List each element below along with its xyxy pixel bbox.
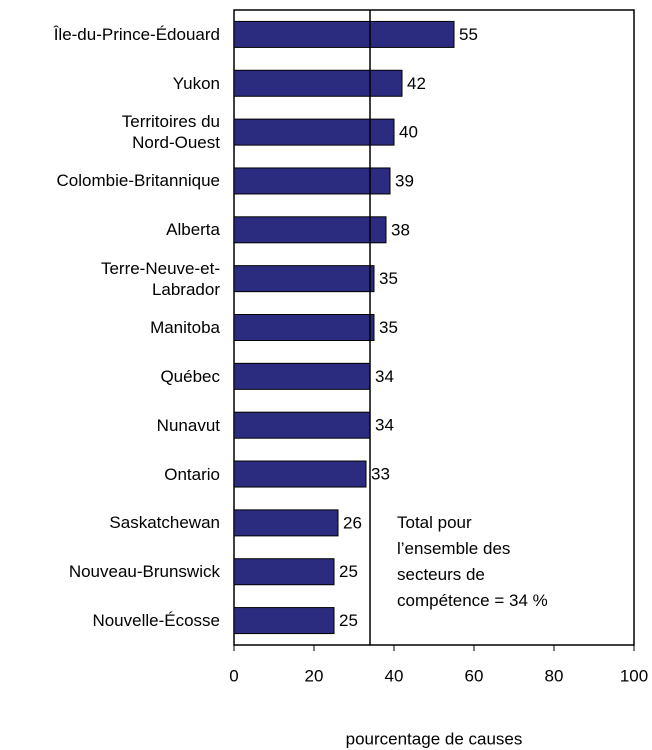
value-label: 34	[375, 367, 394, 386]
bar	[233, 314, 375, 341]
value-label: 38	[391, 220, 410, 239]
y-tick-label: Nunavut	[156, 415, 220, 435]
bar	[233, 558, 335, 586]
value-label: 35	[379, 318, 398, 337]
y-tick-label: Québec	[160, 366, 220, 386]
y-tick-label: Nouvelle-Écosse	[92, 611, 220, 631]
value-label: 33	[371, 465, 390, 484]
x-tick-label: 80	[545, 666, 564, 685]
x-tick-label: 0	[229, 666, 238, 685]
value-label: 34	[375, 416, 394, 435]
value-label: 26	[343, 513, 362, 532]
y-tick-label: Colombie-Britannique	[56, 171, 220, 191]
bar	[233, 265, 375, 293]
x-tick-label: 60	[465, 666, 484, 685]
y-tick-label: Nouveau-Brunswick	[68, 562, 220, 582]
bar	[233, 362, 371, 390]
bar	[233, 20, 455, 48]
bar	[233, 69, 403, 97]
bar	[233, 607, 335, 635]
x-axis-title: pourcentage de causes	[346, 729, 523, 748]
y-tick-label: Saskatchewan	[109, 513, 220, 533]
x-tick-label: 100	[620, 666, 648, 685]
y-tick-label: Terre-Neuve-et- Labrador	[100, 258, 220, 299]
y-tick-label: Manitoba	[150, 318, 220, 337]
y-tick-label: Yukon	[172, 73, 220, 93]
bar	[233, 118, 395, 146]
y-tick-label: Ontario	[164, 464, 220, 484]
value-label: 55	[459, 25, 478, 44]
value-label: 25	[339, 562, 358, 581]
bar	[233, 460, 367, 488]
value-label: 40	[399, 123, 418, 142]
bar	[233, 216, 387, 244]
annotation: Total pour l’ensemble des secteurs de co…	[397, 513, 548, 610]
bar	[233, 411, 371, 439]
y-tick-label: Territoires du Nord-Ouest	[121, 112, 220, 153]
bar	[233, 509, 339, 537]
value-label: 39	[395, 171, 414, 190]
y-tick-label: Île-du-Prince-Édouard	[53, 24, 220, 44]
x-tick-label: 40	[385, 666, 404, 685]
bar	[233, 167, 391, 195]
y-tick-label: Alberta	[166, 220, 220, 240]
value-label: 25	[339, 611, 358, 630]
value-label: 35	[379, 269, 398, 288]
x-tick-label: 20	[305, 666, 324, 685]
value-label: 42	[407, 74, 426, 93]
